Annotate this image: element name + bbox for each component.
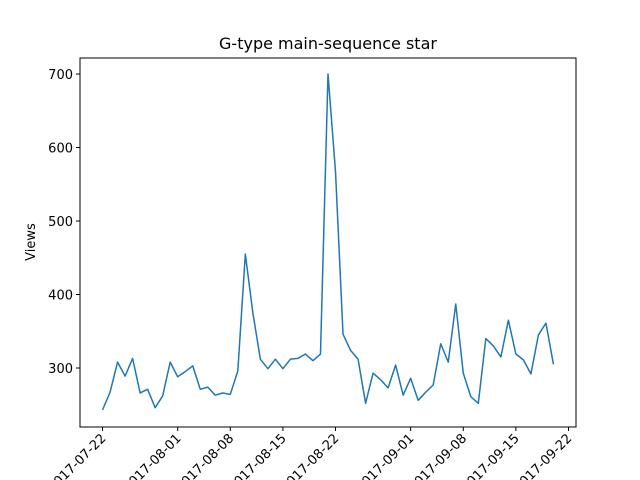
x-tick-label: 2017-08-15 — [226, 431, 290, 480]
x-tick-label: 2017-08-22 — [278, 431, 342, 480]
x-tick-label: 2017-09-08 — [406, 431, 470, 480]
x-tick-label: 2017-09-01 — [353, 431, 417, 480]
x-tick-label: 2017-09-22 — [511, 431, 575, 480]
x-tick-label: 2017-08-01 — [120, 431, 184, 480]
x-tick-label: 2017-09-15 — [459, 431, 523, 480]
y-tick-label: 700 — [48, 68, 73, 83]
plot-frame — [79, 57, 577, 428]
line — [101, 73, 555, 411]
y-axis-label: Views — [24, 223, 39, 261]
x-tick-label: 2017-07-22 — [45, 431, 109, 480]
y-tick-label: 300 — [48, 362, 73, 377]
y-tick-label: 400 — [48, 288, 73, 303]
chart-title: G-type main-sequence star — [219, 34, 437, 53]
y-tick-label: 600 — [48, 142, 73, 157]
x-tick-label: 2017-08-08 — [173, 431, 237, 480]
y-tick-label: 500 — [48, 215, 73, 230]
